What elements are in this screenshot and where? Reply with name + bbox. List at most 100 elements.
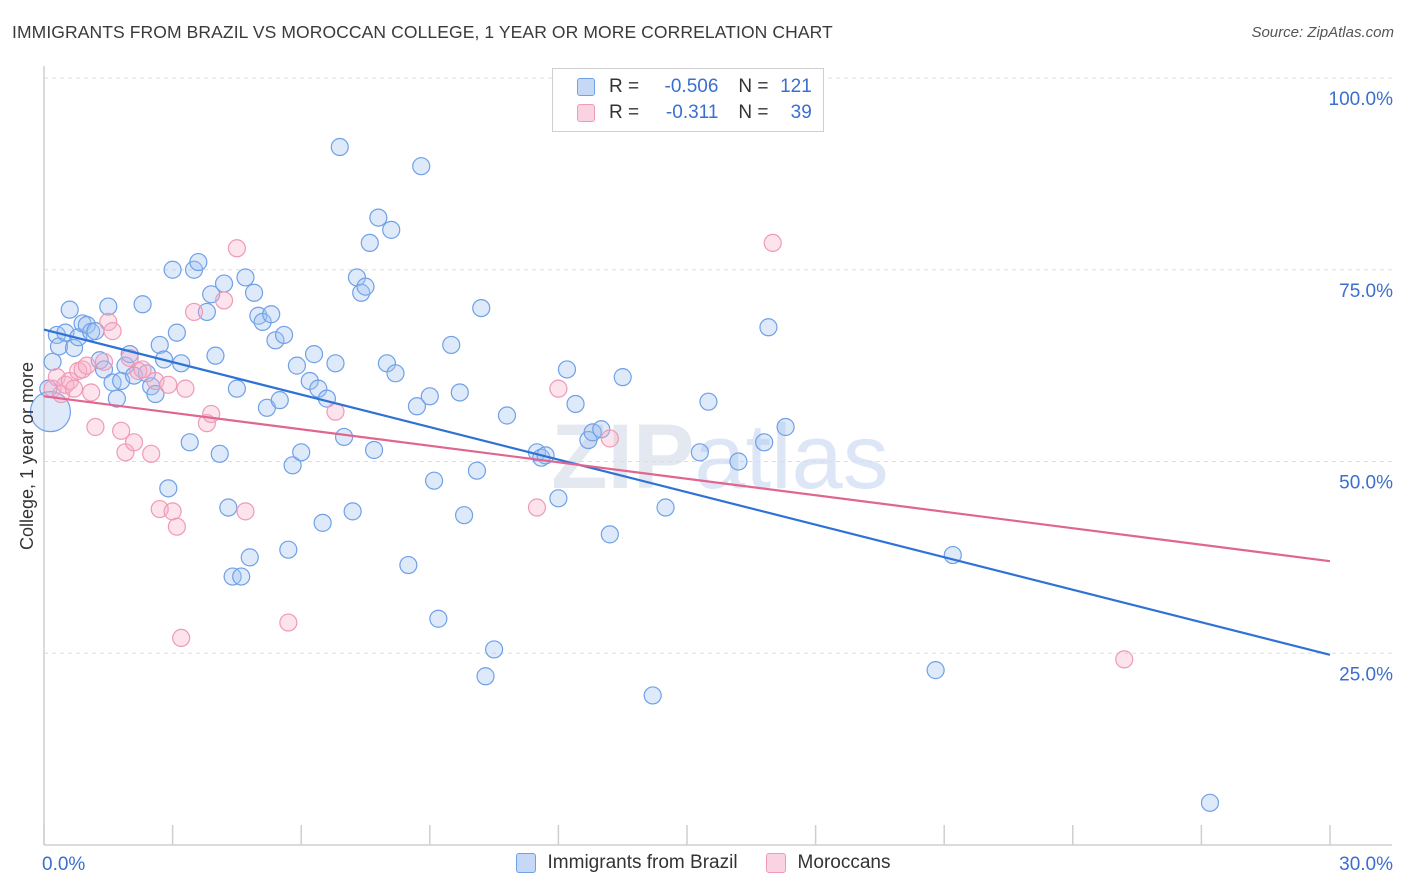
moroccan-point [124,433,144,452]
moroccan-point [94,352,114,371]
brazil-point [270,391,289,410]
brazil-point [1200,793,1220,812]
tick-labels: 25.0% 50.0% 75.0% 100.0% 0.0% 30.0% [42,89,1393,875]
brazil-point [360,233,379,253]
brazil-point [549,489,568,508]
brazil-point [755,433,774,452]
y-tick-label: 50.0% [1339,473,1393,494]
moroccan-trend-line [43,395,1331,563]
brazil-point [133,295,152,314]
moroccan-point [82,383,101,402]
moroccan-point [163,502,182,521]
moroccan-point [77,356,96,375]
legend-n-label: N = [738,102,769,123]
brazil-point [656,498,675,517]
brazil-point [759,318,778,337]
brazil-point [386,364,405,383]
brazil-point [64,338,84,358]
brazil-point [369,208,388,227]
legend-swatch-moroccans [765,853,786,873]
brazil-point [236,268,255,287]
brazil-point [313,513,332,532]
moroccan-point [549,379,568,398]
legend-r-label: R = [609,102,640,123]
brazil-point [94,360,114,379]
moroccan-point [236,502,255,521]
legend-row-moroccans: R = -0.311 N = 39 [577,100,812,126]
legend-item-brazil[interactable]: Immigrants from Brazil [515,852,738,874]
brazil-point [729,452,748,471]
brazil-point [99,297,118,316]
brazil-point [476,667,495,686]
moroccan-point [133,360,152,379]
data-points [29,137,1220,812]
moroccan-point [527,498,547,517]
brazil-point [926,661,945,680]
brazil-point [107,389,126,408]
moroccan-point [172,628,191,648]
brazil-point [356,277,375,296]
moroccan-point [202,404,221,424]
legend-r-value: -0.506 [664,76,719,97]
brazil-point [189,252,208,272]
brazil-point [450,383,469,402]
moroccan-point [142,444,161,463]
brazil-point [240,548,259,567]
brazil-point [326,354,345,373]
brazil-point [244,283,264,302]
moroccan-point [279,613,298,632]
moroccan-point [600,429,619,448]
brazil-trend-line [43,328,1331,656]
legend-row-brazil: R = -0.506 N = 121 [577,74,812,100]
moroccan-point [184,302,204,322]
moroccan-point [103,322,122,341]
y-tick-label: 100.0% [1329,89,1394,110]
brazil-point [292,443,311,462]
moroccan-point [64,379,84,398]
chart-title: IMMIGRANTS FROM BRAZIL VS MOROCCAN COLLE… [12,22,833,42]
grid-lines [44,77,1392,654]
brazil-point [29,391,72,433]
brazil-point [472,299,491,318]
brazil-point [429,609,448,628]
moroccan-point [159,375,178,394]
legend-n-value: 39 [790,102,812,123]
brazil-point [330,137,349,157]
brazil-point [454,506,474,525]
moroccan-point [214,291,234,310]
brazil-point [287,356,307,375]
brazil-point [467,461,487,480]
legend-n-label: N = [738,76,769,97]
legend-swatch-moroccans [577,104,595,122]
brazil-point [334,427,354,447]
brazil-point [159,479,178,498]
y-tick-label: 75.0% [1339,281,1393,302]
brazil-point [412,157,431,176]
brazil-point [566,394,585,414]
moroccan-point [227,239,246,258]
moroccan-point [112,421,131,440]
brazil-point [214,274,234,293]
brazil-point [210,444,229,463]
moroccan-point [120,348,139,368]
axes [43,66,1392,846]
brazil-point [227,379,246,398]
brazil-point [382,220,401,239]
brazil-point [304,345,324,364]
legend-item-moroccans[interactable]: Moroccans [765,852,890,874]
brazil-point [643,686,662,705]
series-legend: Immigrants from Brazil Moroccans [0,852,1406,874]
brazil-point [424,471,444,490]
brazil-point [206,346,225,365]
brazil-point [442,335,461,355]
brazil-point [43,352,62,371]
brazil-point [399,555,418,575]
source-note: Source: ZipAtlas.com [1251,24,1394,41]
brazil-point [776,417,795,437]
brazil-point [279,540,298,559]
legend-swatch-brazil [515,853,536,873]
brazil-point [197,302,216,322]
watermark: ZIPatlas [551,406,888,508]
moroccan-point [86,417,105,437]
brazil-point [485,640,504,659]
